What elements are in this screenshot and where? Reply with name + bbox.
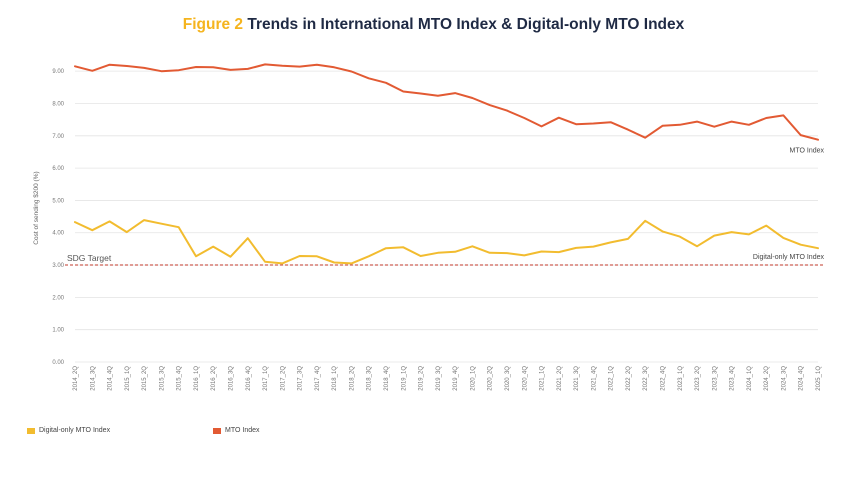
x-tick-label: 2017_1Q: [263, 366, 269, 391]
y-tick-label: 8.00: [52, 101, 64, 107]
legend-label-mto: MTO Index: [225, 427, 260, 434]
x-tick-label: 2023_4Q: [730, 366, 736, 391]
x-tick-label: 2014_2Q: [73, 366, 79, 391]
y-tick-label: 3.00: [52, 263, 64, 269]
x-tick-label: 2022_2Q: [626, 366, 632, 391]
x-tick-label: 2019_4Q: [453, 366, 459, 391]
y-axis-ticks: 0.00 1.00 2.00 3.00 4.00 5.00 6.00 7.00 8.00 9.00: [52, 69, 64, 366]
x-tick-label: 2018_4Q: [384, 366, 390, 391]
x-tick-label: 2018_3Q: [367, 366, 373, 391]
x-tick-label: 2020_1Q: [470, 366, 476, 391]
y-tick-label: 1.00: [52, 328, 64, 334]
x-tick-label: 2022_3Q: [643, 366, 649, 391]
x-tick-label: 2020_3Q: [505, 366, 511, 391]
legend-item-mto: MTO Index: [213, 427, 260, 434]
mto-index-annotation: MTO Index: [790, 148, 825, 155]
x-tick-label: 2016_2Q: [211, 366, 217, 391]
y-tick-label: 2.00: [52, 295, 64, 301]
x-tick-label: 2016_3Q: [229, 366, 235, 391]
x-tick-label: 2015_2Q: [142, 366, 148, 391]
mto-index-line: [74, 63, 819, 141]
x-tick-label: 2021_4Q: [591, 366, 597, 391]
x-tick-label: 2015_4Q: [177, 366, 183, 391]
x-tick-label: 2021_3Q: [574, 366, 580, 391]
x-tick-label: 2024_4Q: [799, 366, 805, 391]
x-tick-label: 2025_1Q: [816, 366, 822, 391]
legend-swatch-mto: [213, 427, 221, 434]
x-tick-label: 2021_2Q: [557, 366, 563, 391]
sdg-target-label: SDG Target: [67, 253, 112, 263]
figure-label: Figure 2: [182, 16, 244, 33]
figure-title: Trends in International MTO Index & Digi…: [247, 16, 685, 33]
x-tick-label: 2018_1Q: [332, 366, 338, 391]
y-tick-label: 7.00: [52, 134, 64, 140]
x-tick-label: 2020_2Q: [488, 366, 494, 391]
x-tick-label: 2016_4Q: [246, 366, 252, 391]
x-tick-label: 2024_2Q: [764, 366, 770, 391]
y-tick-label: 9.00: [52, 69, 64, 75]
x-tick-label: 2022_4Q: [660, 366, 666, 391]
y-axis-label: Cost of sending $200 (%): [33, 171, 40, 244]
series-annotations: MTO Index Digital-only MTO Index: [753, 148, 825, 262]
x-tick-label: 2016_1Q: [194, 366, 200, 391]
x-tick-label: 2014_3Q: [90, 366, 96, 391]
series-lines: [74, 63, 819, 265]
digital-only-mto-index-line: [74, 219, 819, 265]
x-tick-label: 2019_3Q: [436, 366, 442, 391]
y-tick-label: 0.00: [52, 360, 64, 366]
x-tick-label: 2014_4Q: [108, 366, 114, 391]
x-tick-label: 2020_4Q: [522, 366, 528, 391]
x-tick-label: 2022_1Q: [609, 366, 615, 391]
x-tick-label: 2015_1Q: [125, 366, 131, 391]
y-tick-label: 6.00: [52, 166, 64, 172]
x-tick-label: 2023_3Q: [712, 366, 718, 391]
x-tick-label: 2017_3Q: [298, 366, 304, 391]
x-tick-label: 2023_1Q: [678, 366, 684, 391]
digital-only-mto-index-annotation: Digital-only MTO Index: [753, 254, 825, 261]
sdg-target-line: SDG Target: [65, 253, 824, 266]
x-tick-label: 2018_2Q: [349, 366, 355, 391]
gridlines: [75, 70, 818, 363]
y-tick-label: 4.00: [52, 231, 64, 237]
chart-title: Figure 2 Trends in International MTO Ind…: [0, 16, 867, 34]
x-tick-label: 2015_3Q: [159, 366, 165, 391]
x-tick-label: 2017_2Q: [280, 366, 286, 391]
x-axis-ticks: 2014_2Q 2014_3Q 2014_4Q 2015_1Q 2015_2Q 2015_…: [73, 366, 822, 391]
legend-item-digital: Digital-only MTO Index: [27, 427, 110, 434]
x-tick-label: 2017_4Q: [315, 366, 321, 391]
legend-label-digital: Digital-only MTO Index: [39, 427, 111, 434]
x-tick-label: 2021_1Q: [540, 366, 546, 391]
y-tick-label: 5.00: [52, 198, 64, 204]
x-tick-label: 2023_2Q: [695, 366, 701, 391]
legend-swatch-digital: [27, 427, 35, 434]
x-tick-label: 2019_1Q: [401, 366, 407, 391]
x-tick-label: 2024_3Q: [781, 366, 787, 391]
x-tick-label: 2019_2Q: [419, 366, 425, 391]
x-tick-label: 2024_1Q: [747, 366, 753, 391]
